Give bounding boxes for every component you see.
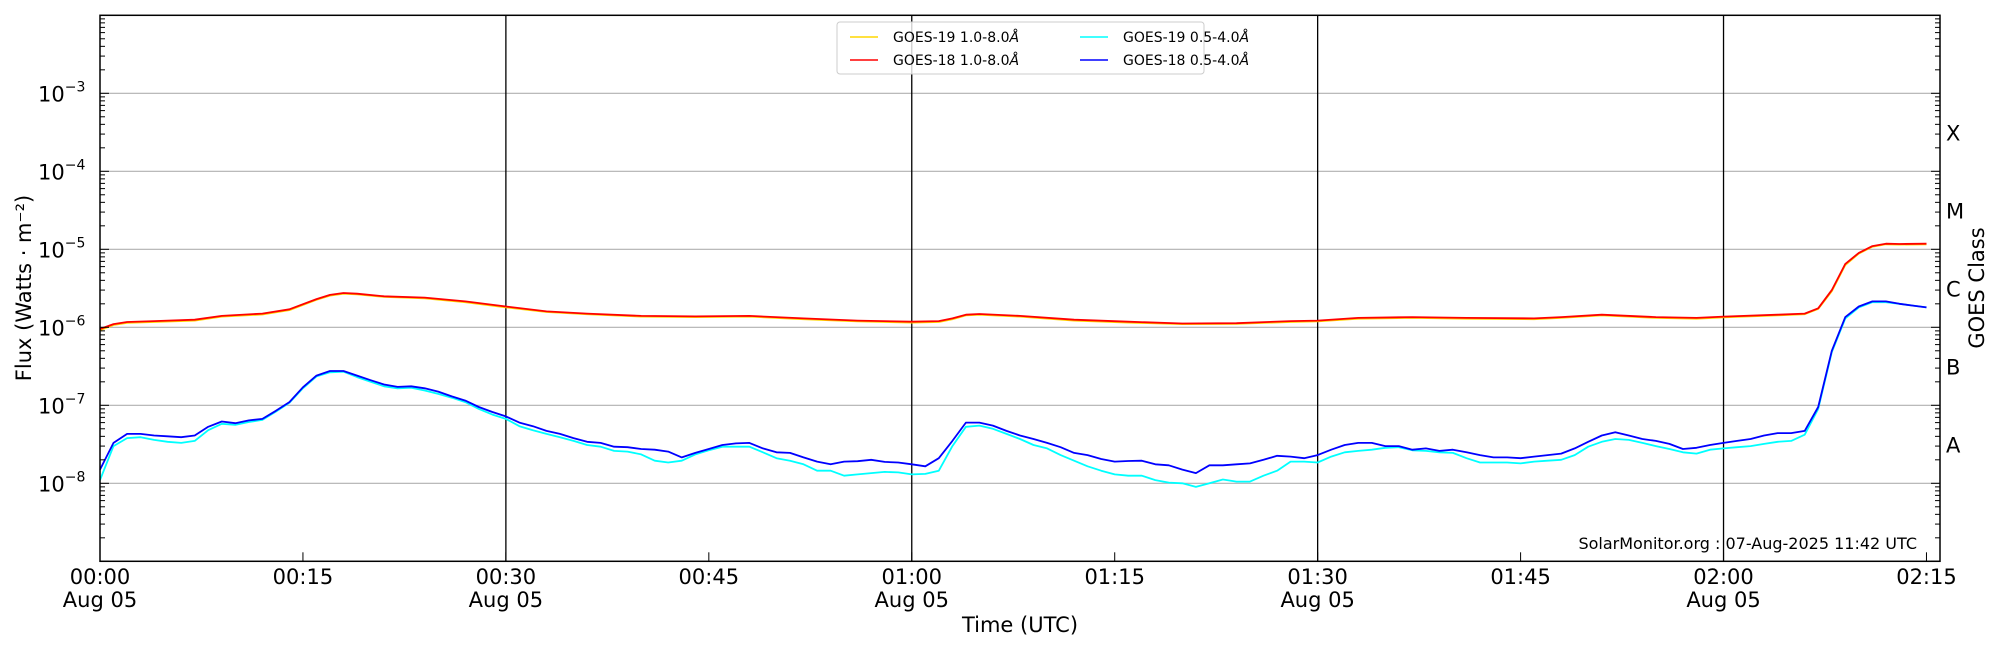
legend-label-text: GOES-19 0.5-4.0 [1123, 30, 1240, 46]
y-tick-base: 10 [38, 238, 65, 262]
x-tick-time-label: 00:30 [476, 565, 537, 589]
plot-frame [99, 14, 1941, 563]
series-line-goes-19-0-5-4-0 [99, 301, 1927, 488]
watermark-annotation: SolarMonitor.org : 07-Aug-2025 11:42 UTC [1578, 534, 1917, 553]
y-tick-base: 10 [38, 472, 65, 496]
legend-unit: Å [1239, 52, 1250, 69]
y-tick-label: 10−3 [38, 79, 85, 106]
legend-unit: Å [1009, 52, 1020, 69]
y-tick-base: 10 [38, 82, 65, 106]
y-tick-base: 10 [38, 394, 65, 418]
legend-label-text: GOES-18 0.5-4.0 [1123, 53, 1240, 69]
legend-unit: Å [1009, 29, 1020, 46]
axis-ticks [99, 18, 1940, 562]
goes-class-label-c: C [1946, 277, 1961, 301]
legend-label: GOES-18 1.0-8.0Å [893, 52, 1019, 69]
x-tick-time-label: 00:15 [273, 565, 334, 589]
legend-unit: Å [1239, 29, 1250, 46]
x-tick-time-label: 00:00 [70, 565, 131, 589]
legend-label: GOES-19 0.5-4.0Å [1123, 29, 1249, 46]
half-hour-lines [505, 15, 1725, 562]
x-tick-time-label: 01:45 [1490, 565, 1551, 589]
x-axis-title: Time (UTC) [961, 613, 1078, 637]
y-tick-label: 10−7 [38, 391, 85, 418]
grid [100, 92, 1940, 484]
y-tick-exponent: −8 [65, 469, 86, 485]
y-tick-exponent: −3 [65, 79, 86, 95]
goes-class-labels: X M C B A [1946, 121, 1964, 457]
y-tick-exponent: −6 [65, 313, 86, 329]
x-tick-date-label: Aug 05 [1686, 588, 1760, 612]
y-tick-exponent: −7 [65, 391, 86, 407]
x-tick-time-label: 01:15 [1084, 565, 1145, 589]
legend-box [836, 21, 1205, 75]
series-line-goes-18-0-5-4-0 [99, 300, 1927, 474]
x-tick-time-label: 01:30 [1287, 565, 1348, 589]
y-tick-exponent: −5 [65, 235, 86, 251]
goes-class-label-a: A [1946, 433, 1961, 457]
y-tick-label: 10−8 [38, 469, 85, 496]
y-tick-labels: 10−310−410−510−610−710−8 [38, 79, 85, 496]
x-tick-time-label: 02:15 [1896, 565, 1957, 589]
goes-class-label-x: X [1946, 121, 1960, 145]
series-lines [99, 242, 1927, 488]
x-tick-date-label: Aug 05 [875, 588, 949, 612]
y-tick-label: 10−5 [38, 235, 85, 262]
y-tick-base: 10 [38, 316, 65, 340]
y2-axis-title: GOES Class [1965, 227, 1989, 348]
x-tick-date-label: Aug 05 [63, 588, 137, 612]
x-tick-date-label: Aug 05 [1280, 588, 1354, 612]
y-tick-label: 10−4 [38, 157, 85, 184]
y-tick-exponent: −4 [65, 157, 86, 173]
legend-label-text: GOES-18 1.0-8.0 [893, 53, 1010, 69]
legend-label: GOES-18 0.5-4.0Å [1123, 52, 1249, 69]
goes-class-label-m: M [1946, 199, 1964, 223]
legend-label: GOES-19 1.0-8.0Å [893, 29, 1019, 46]
y-tick-base: 10 [38, 160, 65, 184]
x-tick-date-label: Aug 05 [469, 588, 543, 612]
y-axis-title: Flux (Watts · m⁻²) [12, 195, 36, 381]
legend-label-text: GOES-19 1.0-8.0 [893, 30, 1010, 46]
x-tick-time-label: 01:00 [881, 565, 942, 589]
x-tick-time-label: 00:45 [679, 565, 740, 589]
goes-class-label-b: B [1946, 355, 1960, 379]
x-tick-time-label: 02:00 [1693, 565, 1754, 589]
series-line-goes-18-1-0-8-0 [99, 242, 1927, 330]
y-tick-label: 10−6 [38, 313, 85, 340]
